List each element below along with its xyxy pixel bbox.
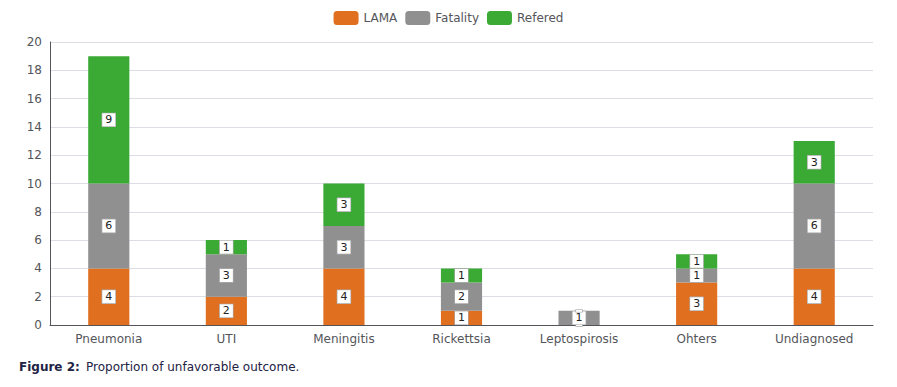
svg-text:1: 1 — [458, 311, 465, 324]
svg-text:6: 6 — [34, 233, 42, 247]
svg-text:UTI: UTI — [217, 332, 237, 346]
svg-text:Ohters: Ohters — [676, 332, 716, 346]
svg-text:10: 10 — [27, 177, 42, 191]
svg-text:LAMA: LAMA — [364, 11, 399, 25]
svg-text:1: 1 — [576, 311, 583, 324]
svg-text:3: 3 — [223, 269, 230, 282]
svg-text:Figure 2:: Figure 2: — [19, 360, 80, 374]
svg-text:3: 3 — [811, 156, 818, 169]
svg-text:16: 16 — [27, 92, 42, 106]
svg-text:Meningitis: Meningitis — [313, 332, 375, 346]
svg-text:14: 14 — [27, 120, 42, 134]
svg-text:Pneumonia: Pneumonia — [75, 332, 142, 346]
svg-text:Proportion of unfavorable outc: Proportion of unfavorable outcome. — [86, 360, 299, 374]
svg-text:Undiagnosed: Undiagnosed — [775, 332, 854, 346]
svg-text:3: 3 — [693, 297, 700, 310]
svg-text:12: 12 — [27, 148, 42, 162]
svg-text:1: 1 — [223, 241, 230, 254]
svg-text:1: 1 — [693, 255, 700, 268]
svg-text:4: 4 — [105, 290, 112, 303]
svg-text:Leptospirosis: Leptospirosis — [540, 332, 619, 346]
svg-text:3: 3 — [340, 198, 347, 211]
svg-text:6: 6 — [105, 219, 112, 232]
svg-text:4: 4 — [340, 290, 347, 303]
svg-text:Refered: Refered — [517, 11, 563, 25]
svg-text:1: 1 — [458, 269, 465, 282]
svg-text:3: 3 — [340, 241, 347, 254]
svg-text:Rickettsia: Rickettsia — [432, 332, 491, 346]
svg-text:8: 8 — [34, 205, 42, 219]
svg-text:9: 9 — [105, 113, 112, 126]
svg-text:20: 20 — [27, 35, 42, 49]
svg-text:18: 18 — [27, 63, 42, 77]
svg-text:4: 4 — [811, 290, 818, 303]
svg-text:4: 4 — [34, 261, 42, 275]
svg-text:6: 6 — [811, 219, 818, 232]
svg-text:2: 2 — [458, 290, 465, 303]
svg-text:Fatality: Fatality — [435, 11, 479, 25]
svg-text:1: 1 — [693, 269, 700, 282]
svg-text:0: 0 — [34, 318, 42, 332]
svg-text:2: 2 — [223, 304, 230, 317]
svg-text:2: 2 — [34, 290, 42, 304]
